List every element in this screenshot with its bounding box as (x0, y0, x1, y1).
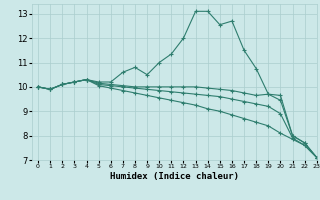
X-axis label: Humidex (Indice chaleur): Humidex (Indice chaleur) (110, 172, 239, 181)
